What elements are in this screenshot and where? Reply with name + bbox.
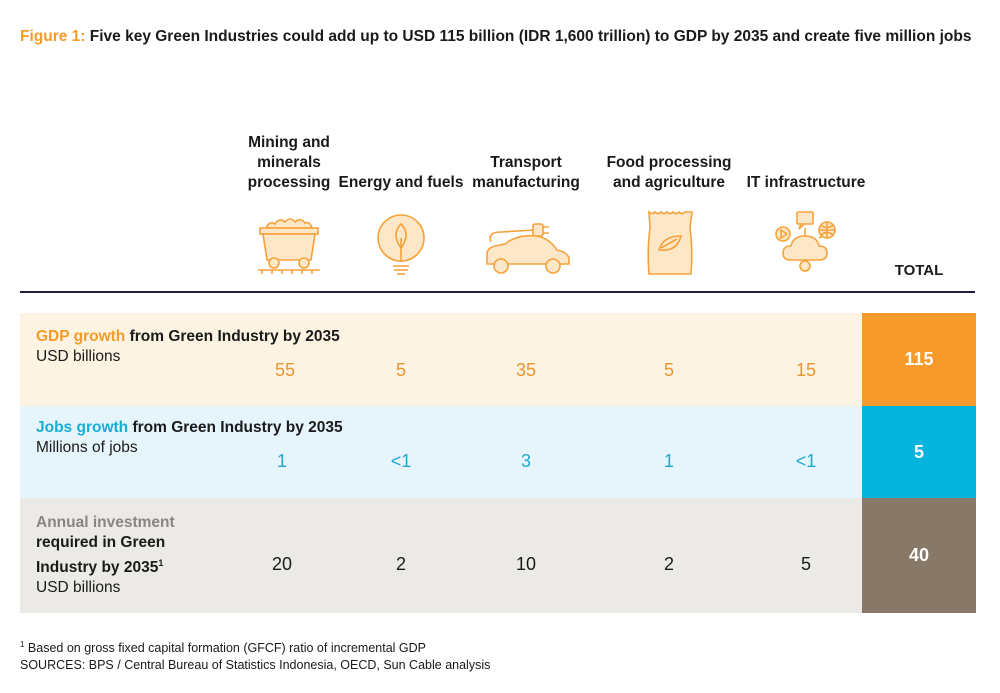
row-unit: Millions of jobs	[36, 439, 138, 456]
footnote-text: Based on gross fixed capital formation (…	[24, 641, 426, 656]
figure-title: Figure 1: Five key Green Industries coul…	[20, 26, 980, 48]
cell-gdp-mining: 55	[274, 360, 296, 380]
total-gdp: 115	[862, 313, 976, 406]
mine-cart-icon	[258, 218, 320, 274]
cell-jobs-transport: 3	[520, 451, 531, 471]
row-label-rest: required in Green Industry by 2035	[36, 534, 166, 577]
sources-note: SOURCES: BPS / Central Bureau of Statist…	[20, 658, 491, 672]
table-row-jobs-growth: Jobs growth from Green Industry by 2035 …	[20, 406, 862, 498]
cell-investment-transport: 10	[515, 554, 537, 574]
total-column-header: TOTAL	[894, 262, 944, 279]
column-header-it: IT infrastructure	[746, 174, 866, 191]
row-label-highlight: GDP growth	[36, 328, 126, 345]
lightbulb-leaf-icon	[377, 214, 425, 275]
total-jobs: 5	[862, 406, 976, 498]
cloud-network-icon	[775, 211, 836, 272]
column-header-food: Food processing and agriculture	[606, 154, 732, 191]
row-label-highlight: Annual investment	[36, 514, 175, 531]
column-header-mining: Mining and minerals processing	[247, 134, 331, 191]
cell-jobs-energy: <1	[390, 451, 412, 471]
footnote-gfcf: 1 Based on gross fixed capital formation…	[20, 640, 426, 655]
cell-investment-it: 5	[800, 554, 811, 574]
cell-gdp-it: 15	[795, 360, 817, 380]
seed-bag-icon	[647, 209, 693, 275]
column-header-energy: Energy and fuels	[338, 174, 464, 191]
row-label-jobs: Jobs growth from Green Industry by 2035 …	[36, 418, 343, 458]
row-label-investment: Annual investment required in Green Indu…	[36, 513, 206, 598]
cell-investment-mining: 20	[271, 554, 293, 574]
cell-investment-food: 2	[663, 554, 674, 574]
cell-jobs-it: <1	[795, 451, 817, 471]
total-investment: 40	[862, 498, 976, 613]
cell-gdp-energy: 5	[395, 360, 406, 380]
header-divider	[20, 291, 975, 293]
table-row-gdp-growth: GDP growth from Green Industry by 2035 U…	[20, 313, 862, 406]
row-label-rest: from Green Industry by 2035	[128, 419, 343, 436]
figure-number: Figure 1:	[20, 28, 86, 45]
column-header-transport: Transport manufacturing	[472, 154, 580, 191]
footnote-marker: 1	[158, 558, 164, 568]
cell-gdp-food: 5	[663, 360, 674, 380]
cell-investment-energy: 2	[395, 554, 406, 574]
cell-jobs-food: 1	[663, 451, 674, 471]
row-unit: USD billions	[36, 348, 121, 365]
figure-title-text: Five key Green Industries could add up t…	[85, 28, 972, 45]
footnote-mark: 1	[20, 640, 25, 649]
table-row-annual-investment: Annual investment required in Green Indu…	[20, 498, 862, 613]
row-label-highlight: Jobs growth	[36, 419, 129, 436]
row-label-gdp: GDP growth from Green Industry by 2035 U…	[36, 327, 340, 367]
row-label-rest: from Green Industry by 2035	[125, 328, 340, 345]
cell-gdp-transport: 35	[515, 360, 537, 380]
cell-jobs-mining: 1	[276, 451, 287, 471]
electric-car-icon	[486, 223, 570, 274]
row-unit: USD billions	[36, 579, 121, 597]
